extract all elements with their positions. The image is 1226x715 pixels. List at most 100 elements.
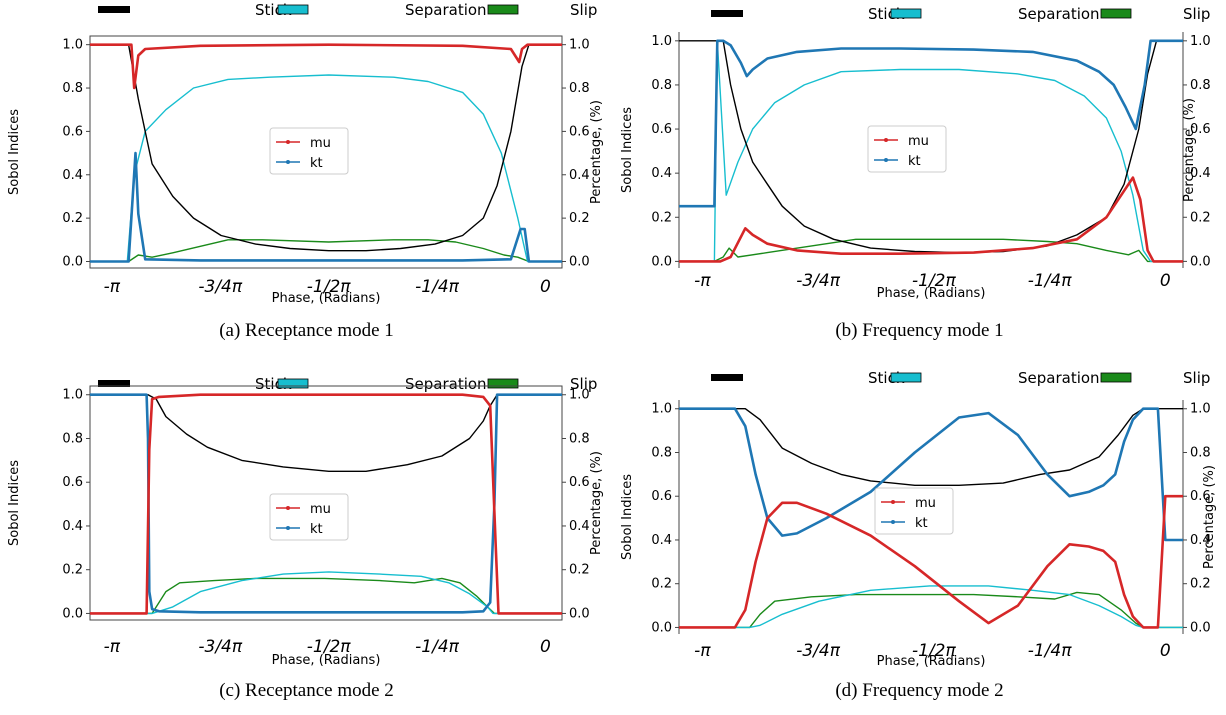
box-legend-label-kt: kt	[310, 156, 323, 171]
y-tick-label-right: 0.6	[1190, 122, 1211, 137]
x-tick-label: -π	[694, 271, 711, 291]
legend-swatch-stick	[711, 10, 743, 17]
legend-label-separation: Separation	[405, 1, 487, 19]
box-legend-label-kt: kt	[908, 154, 921, 169]
y-axis-label-right: Percentage, (%)	[589, 451, 604, 555]
x-tick-label: -3/4π	[198, 637, 242, 657]
y-tick-label: 0.4	[62, 519, 83, 534]
y-axis-label: Sobol Indices	[7, 109, 22, 195]
box-legend-marker-kt	[884, 158, 888, 162]
top-legend: Stick Separation Slip	[711, 369, 1210, 387]
series-line-slip	[90, 239, 562, 263]
box-legend-marker-mu	[286, 140, 290, 144]
series-line-mu	[90, 393, 562, 615]
y-tick-label-right: 0.8	[569, 431, 590, 446]
x-tick-label: -1/2π	[307, 637, 351, 657]
series-line-mu	[679, 176, 1183, 263]
legend-label-slip: Slip	[570, 1, 597, 19]
legend-swatch-separation	[890, 8, 922, 19]
box-legend-marker-mu	[286, 506, 290, 510]
y-tick-label: 0.8	[651, 445, 672, 460]
box-legend-label-mu: mu	[310, 502, 331, 517]
series-line-mu	[679, 494, 1183, 629]
y-tick-label-right: 0.6	[1190, 489, 1211, 504]
y-tick-label: 0.0	[651, 254, 672, 269]
x-tick-label: -1/4π	[415, 277, 459, 297]
x-tick-label: -3/4π	[198, 277, 242, 297]
x-tick-label: -π	[104, 277, 121, 297]
legend-swatch-slip	[487, 378, 519, 389]
chart-caption: (d) Frequency mode 2	[835, 680, 1004, 701]
box-legend-marker-mu	[884, 138, 888, 142]
y-tick-label: 0.2	[651, 577, 672, 592]
y-tick-label-right: 0.0	[569, 606, 590, 621]
plot-frame	[89, 385, 563, 621]
series-line-mu	[90, 43, 562, 90]
series-line-separation	[90, 571, 562, 615]
y-tick-label-right: 0.0	[569, 254, 590, 269]
y-tick-label-right: 0.8	[1190, 78, 1211, 93]
legend-label-slip: Slip	[1183, 369, 1210, 387]
y-tick-label-right: 0.2	[569, 211, 590, 226]
y-tick-label: 0.4	[651, 166, 672, 181]
legend-swatch-slip	[1100, 372, 1132, 383]
y-axis-label-right: Percentage, (%)	[589, 100, 604, 204]
series-line-separation	[90, 74, 562, 263]
x-tick-label: -1/4π	[415, 637, 459, 657]
chart-panel-receptance-mode-2: Stick Separation Slip 0.0 0.0 0.2 0.2 0.4 0.4 0.6…	[0, 358, 613, 715]
x-tick-label: -1/2π	[307, 277, 351, 297]
y-tick-label: 1.0	[651, 34, 672, 49]
chart-caption: (a) Receptance mode 1	[219, 320, 394, 341]
y-tick-label: 0.8	[651, 78, 672, 93]
x-tick-label: -π	[104, 637, 121, 657]
y-tick-label: 0.8	[62, 431, 83, 446]
legend-swatch-stick	[711, 374, 743, 381]
y-tick-label: 0.4	[62, 168, 83, 183]
box-legend-frame	[874, 487, 954, 535]
legend-label-separation: Separation	[1018, 369, 1100, 387]
legend-label-slip: Slip	[1183, 5, 1210, 23]
series-line-stick	[679, 40, 1183, 254]
x-tick-label: 0	[540, 637, 551, 657]
box-legend: mu kt	[867, 125, 947, 173]
box-legend-marker-mu	[891, 500, 895, 504]
y-tick-label-right: 0.2	[569, 563, 590, 578]
y-tick-label-right: 0.4	[569, 519, 590, 534]
y-tick-label-right: 0.2	[1190, 210, 1211, 225]
x-tick-label: -3/4π	[796, 641, 840, 661]
y-tick-label-right: 0.4	[1190, 533, 1211, 548]
y-axis-label: Sobol Indices	[620, 474, 635, 560]
y-axis-label: Sobol Indices	[620, 107, 635, 193]
series-line-kt	[90, 151, 562, 263]
x-axis-label: Phase, (Radians)	[272, 653, 381, 668]
legend-swatch-slip	[1100, 8, 1132, 19]
series-line-separation	[679, 585, 1183, 629]
y-tick-label-right: 0.0	[1190, 620, 1211, 635]
y-tick-label-right: 0.4	[1190, 166, 1211, 181]
x-tick-label: -1/4π	[1028, 271, 1072, 291]
y-tick-label-right: 0.2	[1190, 577, 1211, 592]
y-tick-label-right: 0.6	[569, 475, 590, 490]
top-legend: Stick Separation Slip	[98, 1, 597, 19]
box-legend-marker-kt	[286, 160, 290, 164]
series-line-stick	[679, 408, 1183, 487]
y-tick-label-right: 0.8	[1190, 445, 1211, 460]
box-legend-label-kt: kt	[310, 522, 323, 537]
y-axis-label: Sobol Indices	[7, 460, 22, 546]
x-tick-label: 0	[1160, 271, 1171, 291]
y-tick-label-right: 1.0	[1190, 34, 1211, 49]
y-tick-label: 1.0	[651, 402, 672, 417]
series-line-stick	[90, 44, 562, 252]
box-legend: mu kt	[269, 493, 349, 541]
x-tick-label: -1/4π	[1028, 641, 1072, 661]
legend-swatch-stick	[98, 6, 130, 13]
x-axis-label: Phase, (Radians)	[272, 291, 381, 306]
series-line-kt	[679, 39, 1183, 208]
chart-panel-frequency-mode-1: Stick Separation Slip 0.0 0.0 0.2 0.2 0.4 0.4 0.6…	[613, 0, 1226, 357]
series-line-slip	[679, 591, 1183, 629]
y-tick-label-right: 0.0	[1190, 254, 1211, 269]
y-tick-label: 0.4	[651, 533, 672, 548]
chart-caption: (b) Frequency mode 1	[835, 320, 1004, 341]
